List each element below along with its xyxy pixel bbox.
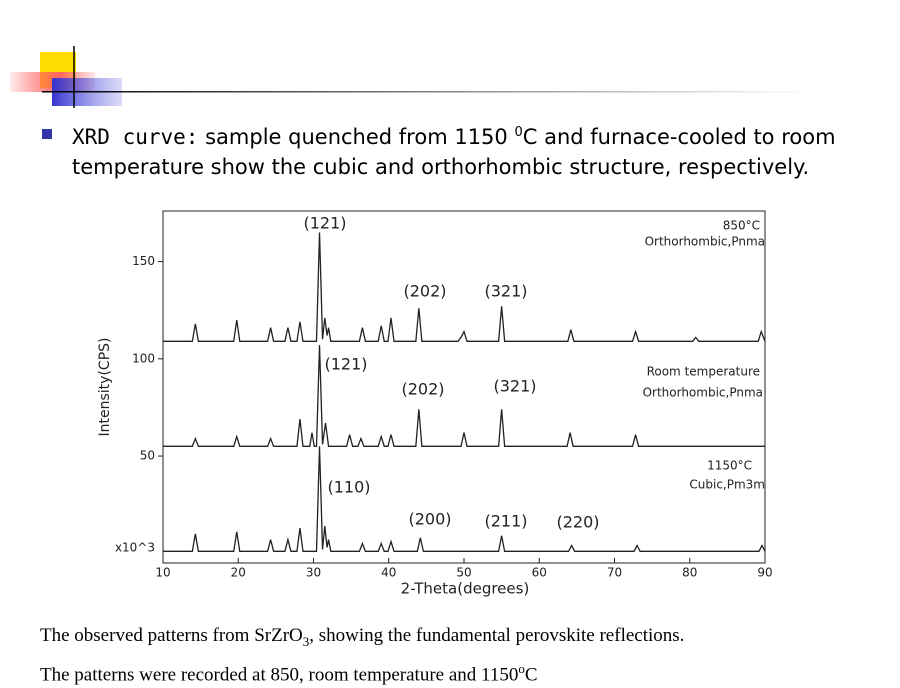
x-tick-label: 20 bbox=[231, 566, 246, 580]
xrd-line bbox=[163, 345, 765, 447]
x-tick-label: 90 bbox=[757, 566, 772, 580]
x-tick-label: 70 bbox=[607, 566, 622, 580]
peak-label: (202) bbox=[403, 282, 446, 301]
series-structure: Orthorhombic,Pnma bbox=[643, 386, 763, 400]
series-structure: Orthorhombic,Pnma bbox=[645, 235, 765, 249]
caption: The observed patterns from SrZrO3, showi… bbox=[40, 622, 684, 688]
bullet-part: C and furnace-cooled to room temperature… bbox=[72, 125, 836, 179]
x-tick-label: 40 bbox=[381, 566, 396, 580]
bullet-icon bbox=[42, 129, 52, 139]
x-tick-label: 80 bbox=[682, 566, 697, 580]
caption-text: , showing the fundamental perovskite ref… bbox=[309, 625, 685, 646]
bullet-part: sample quenched from 1150 bbox=[198, 125, 515, 149]
x-tick-label: 50 bbox=[456, 566, 471, 580]
x-tick-label: 60 bbox=[532, 566, 547, 580]
x-tick-label: 10 bbox=[155, 566, 170, 580]
peak-label: (321) bbox=[484, 282, 527, 301]
series-label: 850°C bbox=[723, 219, 760, 233]
x-tick-label: 30 bbox=[306, 566, 321, 580]
peak-label: (200) bbox=[408, 510, 451, 529]
xrd-line bbox=[163, 446, 766, 552]
y-tick-label: 50 bbox=[140, 449, 155, 463]
caption-line: The observed patterns from SrZrO3, showi… bbox=[40, 622, 684, 655]
caption-text: The observed patterns from SrZrO bbox=[40, 625, 303, 646]
peak-label: (121) bbox=[303, 214, 346, 233]
bullet-sup: 0 bbox=[514, 125, 523, 140]
peak-label: (321) bbox=[493, 377, 536, 396]
caption-sub: 3 bbox=[302, 633, 310, 649]
y-axis-label: Intensity(CPS) bbox=[97, 338, 113, 437]
series-label: 1150°C bbox=[707, 459, 752, 473]
peak-label: (220) bbox=[556, 513, 599, 532]
peak-label: (121) bbox=[324, 355, 367, 374]
peak-label: (110) bbox=[327, 478, 370, 497]
x-axis-label: 2-Theta(degrees) bbox=[401, 580, 530, 598]
xrd-line bbox=[163, 232, 766, 342]
y-tick-label: 150 bbox=[132, 254, 155, 268]
y-unit: x10^3 bbox=[115, 541, 155, 555]
series-label: Room temperature bbox=[647, 365, 760, 379]
bullet-text: XRD curve: sample quenched from 1150 0C … bbox=[72, 118, 892, 182]
logo bbox=[10, 46, 812, 108]
caption-line: The patterns were recorded at 850, room … bbox=[40, 655, 684, 688]
peak-label: (202) bbox=[401, 380, 444, 399]
peak-label: (211) bbox=[484, 512, 527, 531]
y-tick-label: 100 bbox=[132, 351, 155, 365]
caption-sup: o bbox=[518, 660, 525, 676]
bullet-lead: XRD curve: bbox=[72, 125, 199, 149]
series-structure: Cubic,Pm3m bbox=[689, 478, 765, 492]
